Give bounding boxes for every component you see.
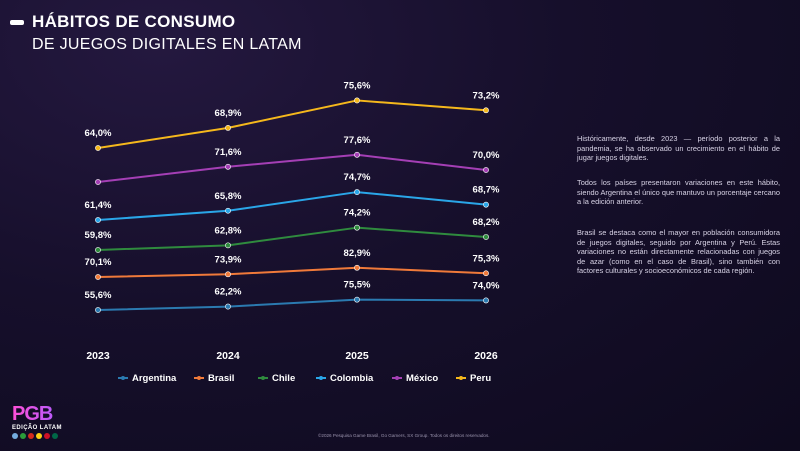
data-label-peru-2023: 64,0%: [85, 128, 112, 139]
data-label-argentina-2024: 62,2%: [215, 287, 242, 298]
flag-icon-4: [44, 433, 50, 439]
insight-paragraph-1: Históricamente, desde 2023 — período pos…: [577, 134, 780, 163]
data-label-brasil-2025: 82,9%: [344, 248, 371, 259]
series-line-argentina: [97, 298, 487, 311]
data-point-peru-2026: [483, 107, 489, 114]
data-point-chile-2024: [225, 242, 231, 249]
line-chart: 55,6% 62,2% 75,5% 74,0% 70,1% 73,9% 82,9% 75,3%…: [85, 80, 500, 384]
data-label-argentina-2023: 55,6%: [85, 290, 112, 301]
flag-icon-5: [52, 433, 58, 439]
legend-label-mexico: México: [406, 373, 438, 384]
legend-label-argentina: Argentina: [132, 373, 177, 384]
data-point-mexico-2026: [483, 167, 489, 173]
data-point-chile-2025: [354, 224, 360, 231]
insight-paragraph-3: Brasil se destaca como el mayor en pobla…: [577, 228, 780, 276]
data-point-colombia-2023: [95, 217, 101, 223]
series-line-brasil: [97, 266, 487, 278]
flag-icon-3: [36, 433, 42, 439]
flag-icon-1: [20, 433, 26, 439]
legend-marker-mexico: [395, 376, 399, 380]
data-label-argentina-2025: 75,5%: [344, 280, 371, 291]
data-label-peru-2025: 75,6%: [344, 80, 371, 91]
data-label-colombia-2023: 61,4%: [85, 200, 112, 211]
data-point-colombia-2026: [483, 201, 489, 208]
data-point-brasil-2025: [354, 264, 360, 271]
legend-marker-colombia: [319, 376, 323, 380]
series-line-peru: [97, 99, 487, 149]
data-point-argentina-2023: [95, 307, 101, 313]
data-label-peru-2026: 73,2%: [473, 90, 500, 101]
data-point-argentina-2026: [483, 297, 489, 304]
logo-wordmark: PGB: [12, 404, 60, 424]
legend-label-chile: Chile: [272, 373, 295, 384]
data-point-argentina-2024: [225, 303, 231, 310]
data-point-mexico-2024: [225, 163, 231, 170]
data-point-brasil-2026: [483, 270, 489, 277]
data-label-chile-2023: 59,8%: [85, 230, 112, 241]
data-point-chile-2026: [483, 234, 489, 240]
data-label-brasil-2023: 70,1%: [85, 257, 112, 268]
x-tick-label-2026: 2026: [474, 350, 498, 362]
data-label-colombia-2025: 74,7%: [344, 172, 371, 183]
data-point-brasil-2024: [225, 271, 231, 278]
flag-icon-0: [12, 433, 18, 439]
data-label-argentina-2026: 74,0%: [473, 280, 500, 291]
legend-label-brasil: Brasil: [208, 373, 234, 384]
data-point-chile-2023: [95, 247, 101, 253]
copyright-footer: ©2026 Pesquisa Game Brasil, Go Gamers, S…: [318, 433, 490, 438]
legend-label-colombia: Colombia: [330, 373, 374, 384]
logo-edition: EDIÇÃO LATAM: [12, 425, 62, 431]
data-label-mexico-2024: 71,6%: [215, 147, 242, 158]
data-point-mexico-2025: [354, 151, 360, 158]
logo-flags: [12, 433, 60, 439]
flag-icon-2: [28, 433, 34, 439]
data-label-mexico-2025: 77,6%: [344, 135, 371, 146]
data-point-peru-2024: [225, 125, 231, 131]
legend-marker-peru: [459, 376, 463, 380]
page-subtitle: DE JUEGOS DIGITALES EN LATAM: [32, 36, 302, 53]
x-tick-label-2025: 2025: [345, 350, 369, 362]
data-point-argentina-2025: [354, 296, 360, 303]
x-tick-label-2024: 2024: [216, 350, 240, 362]
data-point-colombia-2024: [225, 207, 231, 214]
data-label-chile-2024: 62,8%: [215, 225, 242, 236]
data-label-peru-2024: 68,9%: [215, 108, 242, 119]
data-point-mexico-2023: [95, 179, 101, 185]
data-label-brasil-2024: 73,9%: [215, 254, 242, 265]
legend-marker-brasil: [197, 376, 201, 380]
data-point-brasil-2023: [95, 274, 101, 280]
x-tick-label-2023: 2023: [86, 350, 110, 362]
data-point-peru-2025: [354, 97, 360, 104]
legend-marker-chile: [261, 376, 265, 380]
series-line-colombia: [97, 191, 487, 221]
legend-label-peru: Peru: [470, 373, 491, 384]
data-label-chile-2026: 68,2%: [473, 217, 500, 228]
title-dash: [10, 20, 24, 25]
data-point-peru-2023: [95, 145, 101, 151]
data-label-mexico-2026: 70,0%: [473, 150, 500, 161]
data-point-colombia-2025: [354, 189, 360, 195]
series-line-mexico: [97, 153, 487, 183]
data-label-chile-2025: 74,2%: [344, 208, 371, 219]
data-label-brasil-2026: 75,3%: [473, 253, 500, 264]
legend-marker-argentina: [121, 376, 125, 380]
data-label-colombia-2026: 68,7%: [473, 185, 500, 196]
data-label-colombia-2024: 65,8%: [215, 191, 242, 202]
insight-paragraph-2: Todos los países presentaron variaciones…: [577, 178, 780, 207]
series-line-chile: [97, 226, 487, 251]
pgb-logo: PGB EDIÇÃO LATAM: [12, 404, 62, 439]
page-title: HÁBITOS DE CONSUMO: [32, 12, 236, 31]
